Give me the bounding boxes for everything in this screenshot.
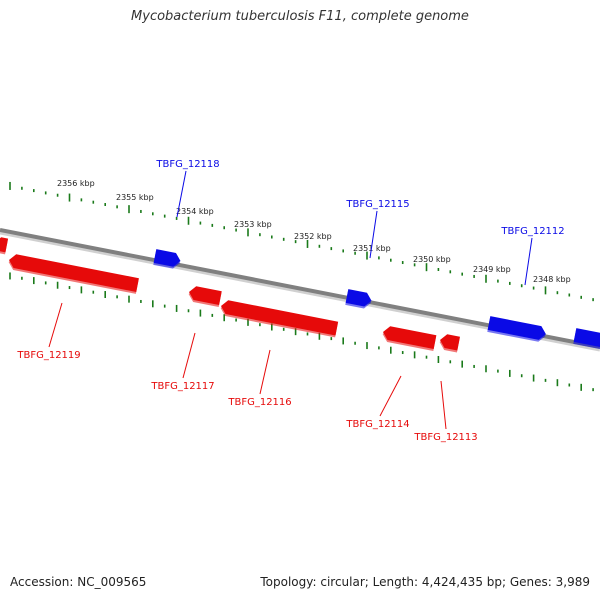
gene-label: TBFG_12116 [227,397,291,408]
gene-leader-line [182,332,196,379]
gene-label: TBFG_12117 [150,381,214,392]
gene-leader-line [176,170,187,218]
gene-leader-line [259,349,271,395]
gene-shape-body [383,326,437,350]
tick-label: 2349 kbp [473,265,511,274]
gene-label: TBFG_12114 [345,419,409,430]
reverse-gene-shape [220,300,339,338]
gene-label: TBFG_12119 [16,350,80,361]
gene-shape-body [9,254,139,292]
topology-label: Topology: circular; Length: 4,424,435 bp… [260,575,590,589]
gene-shape-body [573,328,600,349]
tick-label: 2355 kbp [116,193,154,202]
gene-label: TBFG_12118 [155,159,219,170]
tick-marks-top [9,181,594,302]
gene-label: TBFG_12113 [413,432,477,443]
gene-shape-body [221,300,339,336]
gene-shape-body [345,289,372,307]
tick-marks-bottom [9,272,594,392]
gene-leader-lines [48,170,533,430]
gene-shape-body [153,249,181,267]
reverse-gene-shape [188,286,222,307]
accession-label: Accession: NC_009565 [10,575,147,589]
gene-leader-line [440,380,447,430]
gene-features [0,237,600,353]
tick-label: 2356 kbp [57,179,95,188]
forward-gene-shape [345,289,372,309]
gene-shape-body [487,316,546,340]
tick-labels: 2356 kbp 2355 kbp 2354 kbp 2353 kbp 2352 kbp… [57,179,571,284]
reverse-gene-shape [0,237,9,255]
gene-leader-line [524,237,533,286]
forward-gene-shape [487,316,546,342]
reverse-gene-shape [382,326,437,351]
gene-shape-body [189,286,222,305]
forward-gene-shape [153,249,181,269]
gene-leader-line [48,302,63,348]
reverse-gene-shape [8,254,139,294]
gene-labels: TBFG_12118 TBFG_12115 TBFG_12112 TBFG_12119… [16,159,564,443]
reverse-gene-shape [439,334,460,353]
tick-label: 2352 kbp [294,232,332,241]
gene-shape-body [0,237,9,253]
gene-leader-line [369,210,378,259]
forward-gene-shape [573,328,600,351]
gene-shape-body [440,334,460,351]
map-title: Mycobacterium tuberculosis F11, complete… [131,9,469,24]
gene-leader-line [379,375,402,417]
tick-label: 2348 kbp [533,275,571,284]
tick-label: 2354 kbp [176,207,214,216]
tick-label: 2350 kbp [413,255,451,264]
gene-label: TBFG_12115 [345,199,409,210]
tick-label: 2353 kbp [234,220,272,229]
gene-label: TBFG_12112 [500,226,564,237]
